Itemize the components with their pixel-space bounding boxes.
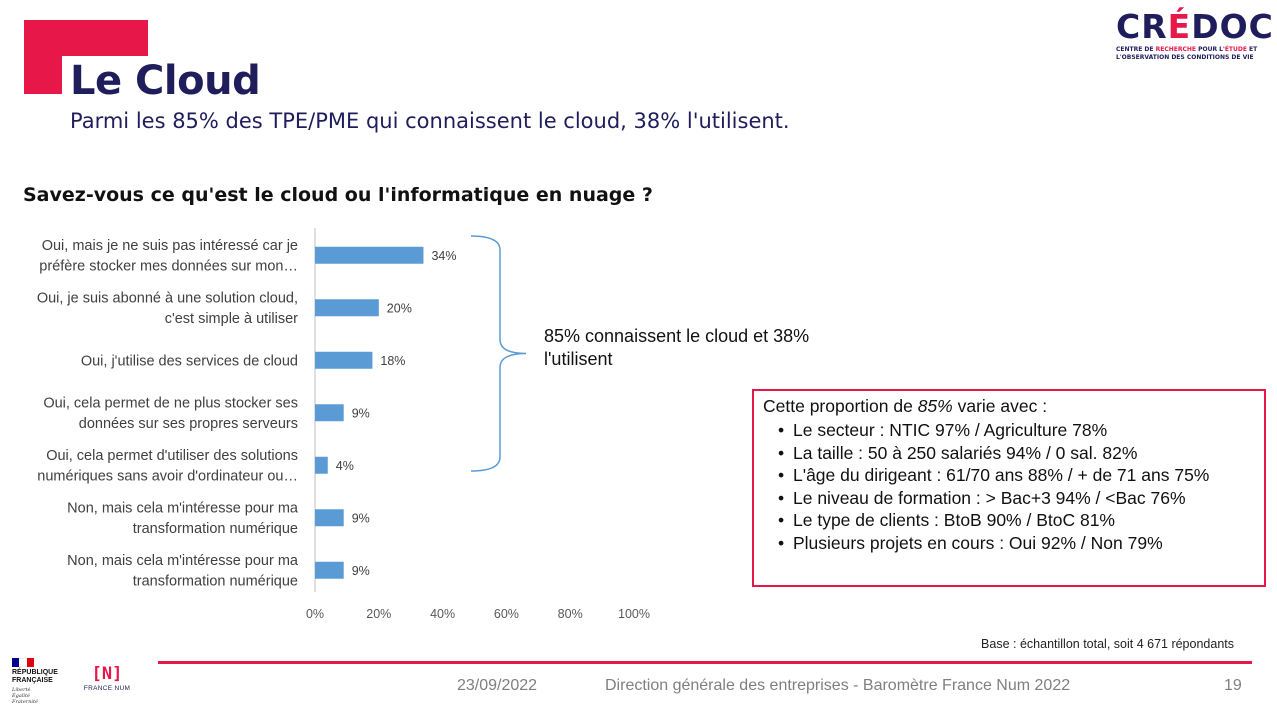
category-label-0-0: Oui, mais je ne suis pas intéressé car j…: [42, 238, 298, 254]
category-label-6-1: transformation numérique: [133, 574, 298, 590]
france-num-logo: [N] FRANCE NUM: [79, 665, 135, 692]
category-label-3-1: données sur ses propres serveurs: [79, 416, 298, 432]
info-item-projets: Plusieurs projets en cours : Oui 92% / N…: [778, 532, 1255, 555]
data-label-4: 4%: [336, 459, 354, 473]
category-label-1-1: c'est simple à utiliser: [165, 311, 298, 327]
info-box-list: Le secteur : NTIC 97% / Agriculture 78% …: [763, 419, 1255, 554]
data-label-2: 18%: [380, 354, 405, 368]
accent-notch: [62, 56, 152, 98]
credoc-tagline-2: L'OBSERVATION DES CONDITIONS DE VIE: [1116, 54, 1254, 61]
info-item-age: L'âge du dirigeant : 61/70 ans 88% / + d…: [778, 464, 1255, 487]
category-label-5-1: transformation numérique: [133, 521, 298, 537]
credoc-wordmark: CRÉDOC: [1116, 7, 1274, 46]
category-label-3-0: Oui, cela permet de ne plus stocker ses: [43, 396, 298, 412]
category-label-5-0: Non, mais cela m'intéresse pour ma: [67, 501, 299, 517]
x-tick-label-1: 20%: [366, 607, 391, 621]
brace-annotation: 85% connaissent le cloud et 38% l'utilis…: [544, 326, 810, 369]
chart-question: Savez-vous ce qu'est le cloud ou l'infor…: [23, 184, 653, 206]
category-label-4-0: Oui, cela permet d'utiliser des solution…: [46, 448, 298, 464]
data-label-5: 9%: [352, 511, 370, 525]
french-flag-icon: [12, 658, 34, 667]
bar-chart: 34% Oui, mais je ne suis pas intéressé ca…: [37, 228, 650, 621]
rf-motto: Liberté Égalité Fraternité: [12, 687, 38, 705]
data-label-3: 9%: [352, 406, 370, 420]
republique-francaise-logo: RÉPUBLIQUE FRANÇAISE Liberté Égalité Frater…: [12, 658, 70, 705]
x-tick-label-5: 100%: [618, 607, 650, 621]
x-tick-label-0: 0%: [306, 607, 324, 621]
base-note: Base : échantillon total, soit 4 671 rép…: [981, 637, 1234, 651]
footer-org: Direction générale des entreprises - Bar…: [605, 677, 1071, 694]
france-num-text: FRANCE NUM: [83, 685, 131, 692]
bar-0: [315, 246, 424, 264]
data-label-1: 20%: [387, 301, 412, 315]
info-item-clients: Le type de clients : BtoB 90% / BtoC 81%: [778, 509, 1255, 532]
curly-brace: [470, 235, 527, 472]
page-number: 19: [1224, 677, 1242, 694]
info-item-taille: La taille : 50 à 250 salariés 94% / 0 sa…: [778, 442, 1255, 465]
category-label-1-0: Oui, je suis abonné à une solution cloud…: [37, 291, 298, 307]
data-label-6: 9%: [352, 564, 370, 578]
rf-text: RÉPUBLIQUE FRANÇAISE: [12, 669, 58, 684]
x-tick-label-4: 80%: [558, 607, 583, 621]
page-subtitle: Parmi les 85% des TPE/PME qui connaissen…: [70, 109, 790, 133]
data-label-0: 34%: [431, 249, 456, 263]
credoc-tagline-1: CENTRE DE RECHERCHE POUR L'ÉTUDE ET: [1116, 46, 1258, 53]
x-tick-label-3: 60%: [494, 607, 519, 621]
credoc-logo: CRÉDOC CENTRE DE RECHERCHE POUR L'ÉTUDE …: [1116, 7, 1274, 62]
info-item-secteur: Le secteur : NTIC 97% / Agriculture 78%: [778, 419, 1255, 442]
france-num-icon: [N]: [91, 664, 123, 684]
page-title: Le Cloud: [70, 58, 261, 104]
info-item-formation: Le niveau de formation : > Bac+3 94% / <…: [778, 487, 1255, 510]
x-tick-label-2: 40%: [430, 607, 455, 621]
category-label-2-0: Oui, j'utilise des services de cloud: [81, 353, 298, 369]
info-box-intro: Cette proportion de 85% varie avec :: [763, 396, 1048, 416]
category-label-6-0: Non, mais cela m'intéresse pour ma: [67, 553, 299, 569]
bar-6: [315, 561, 344, 579]
bar-2: [315, 351, 373, 369]
bar-5: [315, 509, 344, 527]
bar-1: [315, 299, 379, 317]
info-box: Cette proportion de 85% varie avec : Le …: [752, 389, 1266, 587]
category-label-4-1: numériques sans avoir d'ordinateur ou…: [37, 469, 298, 485]
footer-date: 23/09/2022: [457, 677, 538, 694]
bar-3: [315, 404, 344, 422]
bar-4: [315, 456, 328, 474]
category-label-0-1: préfère stocker mes données sur mon…: [39, 259, 298, 275]
footer-divider: [158, 661, 1252, 664]
